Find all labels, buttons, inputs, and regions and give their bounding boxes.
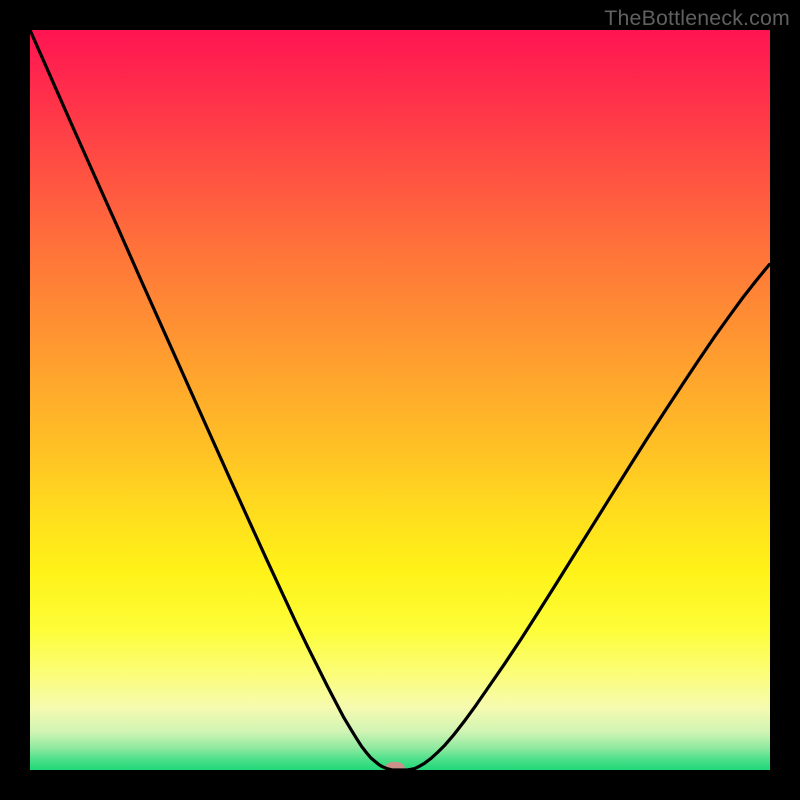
chart-plot-background: [30, 30, 770, 770]
chart-svg: [0, 0, 800, 800]
watermark-text: TheBottleneck.com: [604, 6, 790, 31]
bottleneck-chart: TheBottleneck.com: [0, 0, 800, 800]
